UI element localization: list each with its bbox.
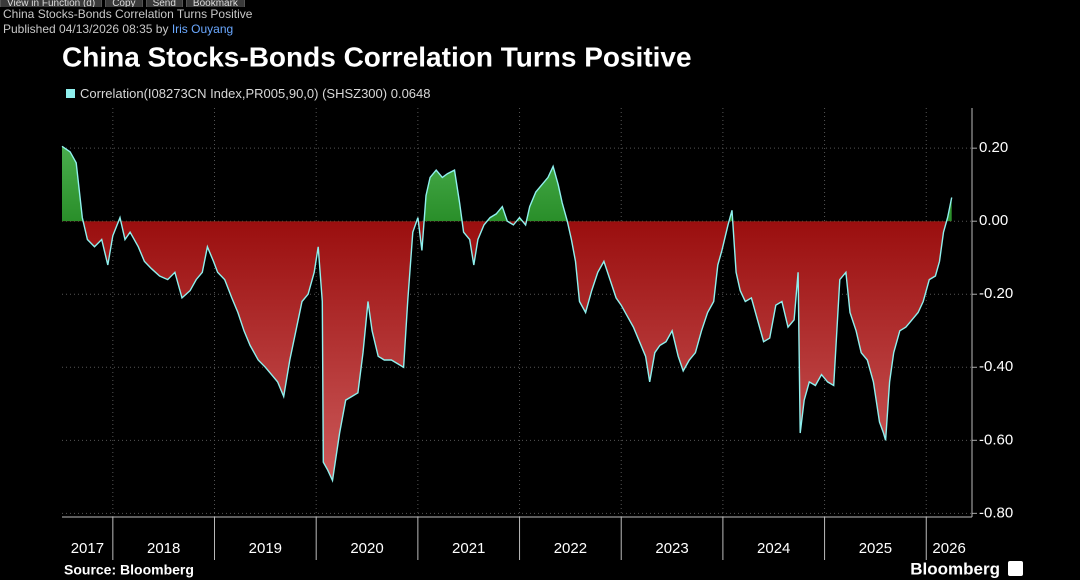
toolbar-button[interactable]: Bookmark <box>185 0 245 7</box>
chart-title: China Stocks-Bonds Correlation Turns Pos… <box>62 41 692 72</box>
toolbar-button[interactable]: Copy <box>105 0 143 7</box>
y-tick-label: -0.60 <box>979 431 1013 448</box>
x-tick-label: 2019 <box>249 540 282 557</box>
x-tick-label: 2017 <box>71 540 104 557</box>
y-tick-label: -0.40 <box>979 358 1013 375</box>
toolbar-button[interactable]: View in Function (d) <box>0 0 103 7</box>
x-tick-label: 2026 <box>932 540 965 557</box>
y-tick-label: 0.20 <box>979 139 1008 156</box>
legend-last-value: 0.0648 <box>391 86 431 101</box>
article-header: China Stocks-Bonds Correlation Turns Pos… <box>3 7 252 37</box>
published: Published 04/13/2026 08:35 by <box>3 22 169 36</box>
x-tick-label: 2022 <box>554 540 587 557</box>
toolbar: View in Function (d) Copy Send Bookmark <box>0 0 1080 7</box>
x-tick-label: 2025 <box>859 540 892 557</box>
source: Source: Bloomberg <box>64 562 194 578</box>
legend-entry: Correlation(I08273CN Index,PR005,90,0) (… <box>80 86 431 101</box>
brand-icon <box>1008 561 1023 576</box>
negative-area <box>83 221 947 481</box>
x-tick-label: 2023 <box>655 540 688 557</box>
toolbar-button[interactable]: Send <box>145 0 183 7</box>
series-line <box>61 145 953 483</box>
byline: Published 04/13/2026 08:35 by Iris Ouyan… <box>3 22 252 37</box>
y-tick-label: 0.00 <box>979 212 1008 229</box>
y-tick-label: -0.80 <box>979 504 1013 521</box>
y-tick-label: -0.20 <box>979 285 1013 302</box>
x-tick-label: 2018 <box>147 540 180 557</box>
legend-label: Correlation(I08273CN Index,PR005,90,0) (… <box>80 86 387 101</box>
x-tick-label: 2021 <box>452 540 485 557</box>
author-link[interactable]: Iris Ouyang <box>171 22 234 36</box>
x-tick-label: 2024 <box>757 540 790 557</box>
brand-logo: Bloomberg <box>910 559 1000 578</box>
legend-swatch <box>66 89 75 98</box>
headline: China Stocks-Bonds Correlation Turns Pos… <box>3 7 253 21</box>
x-tick-label: 2020 <box>350 540 383 557</box>
